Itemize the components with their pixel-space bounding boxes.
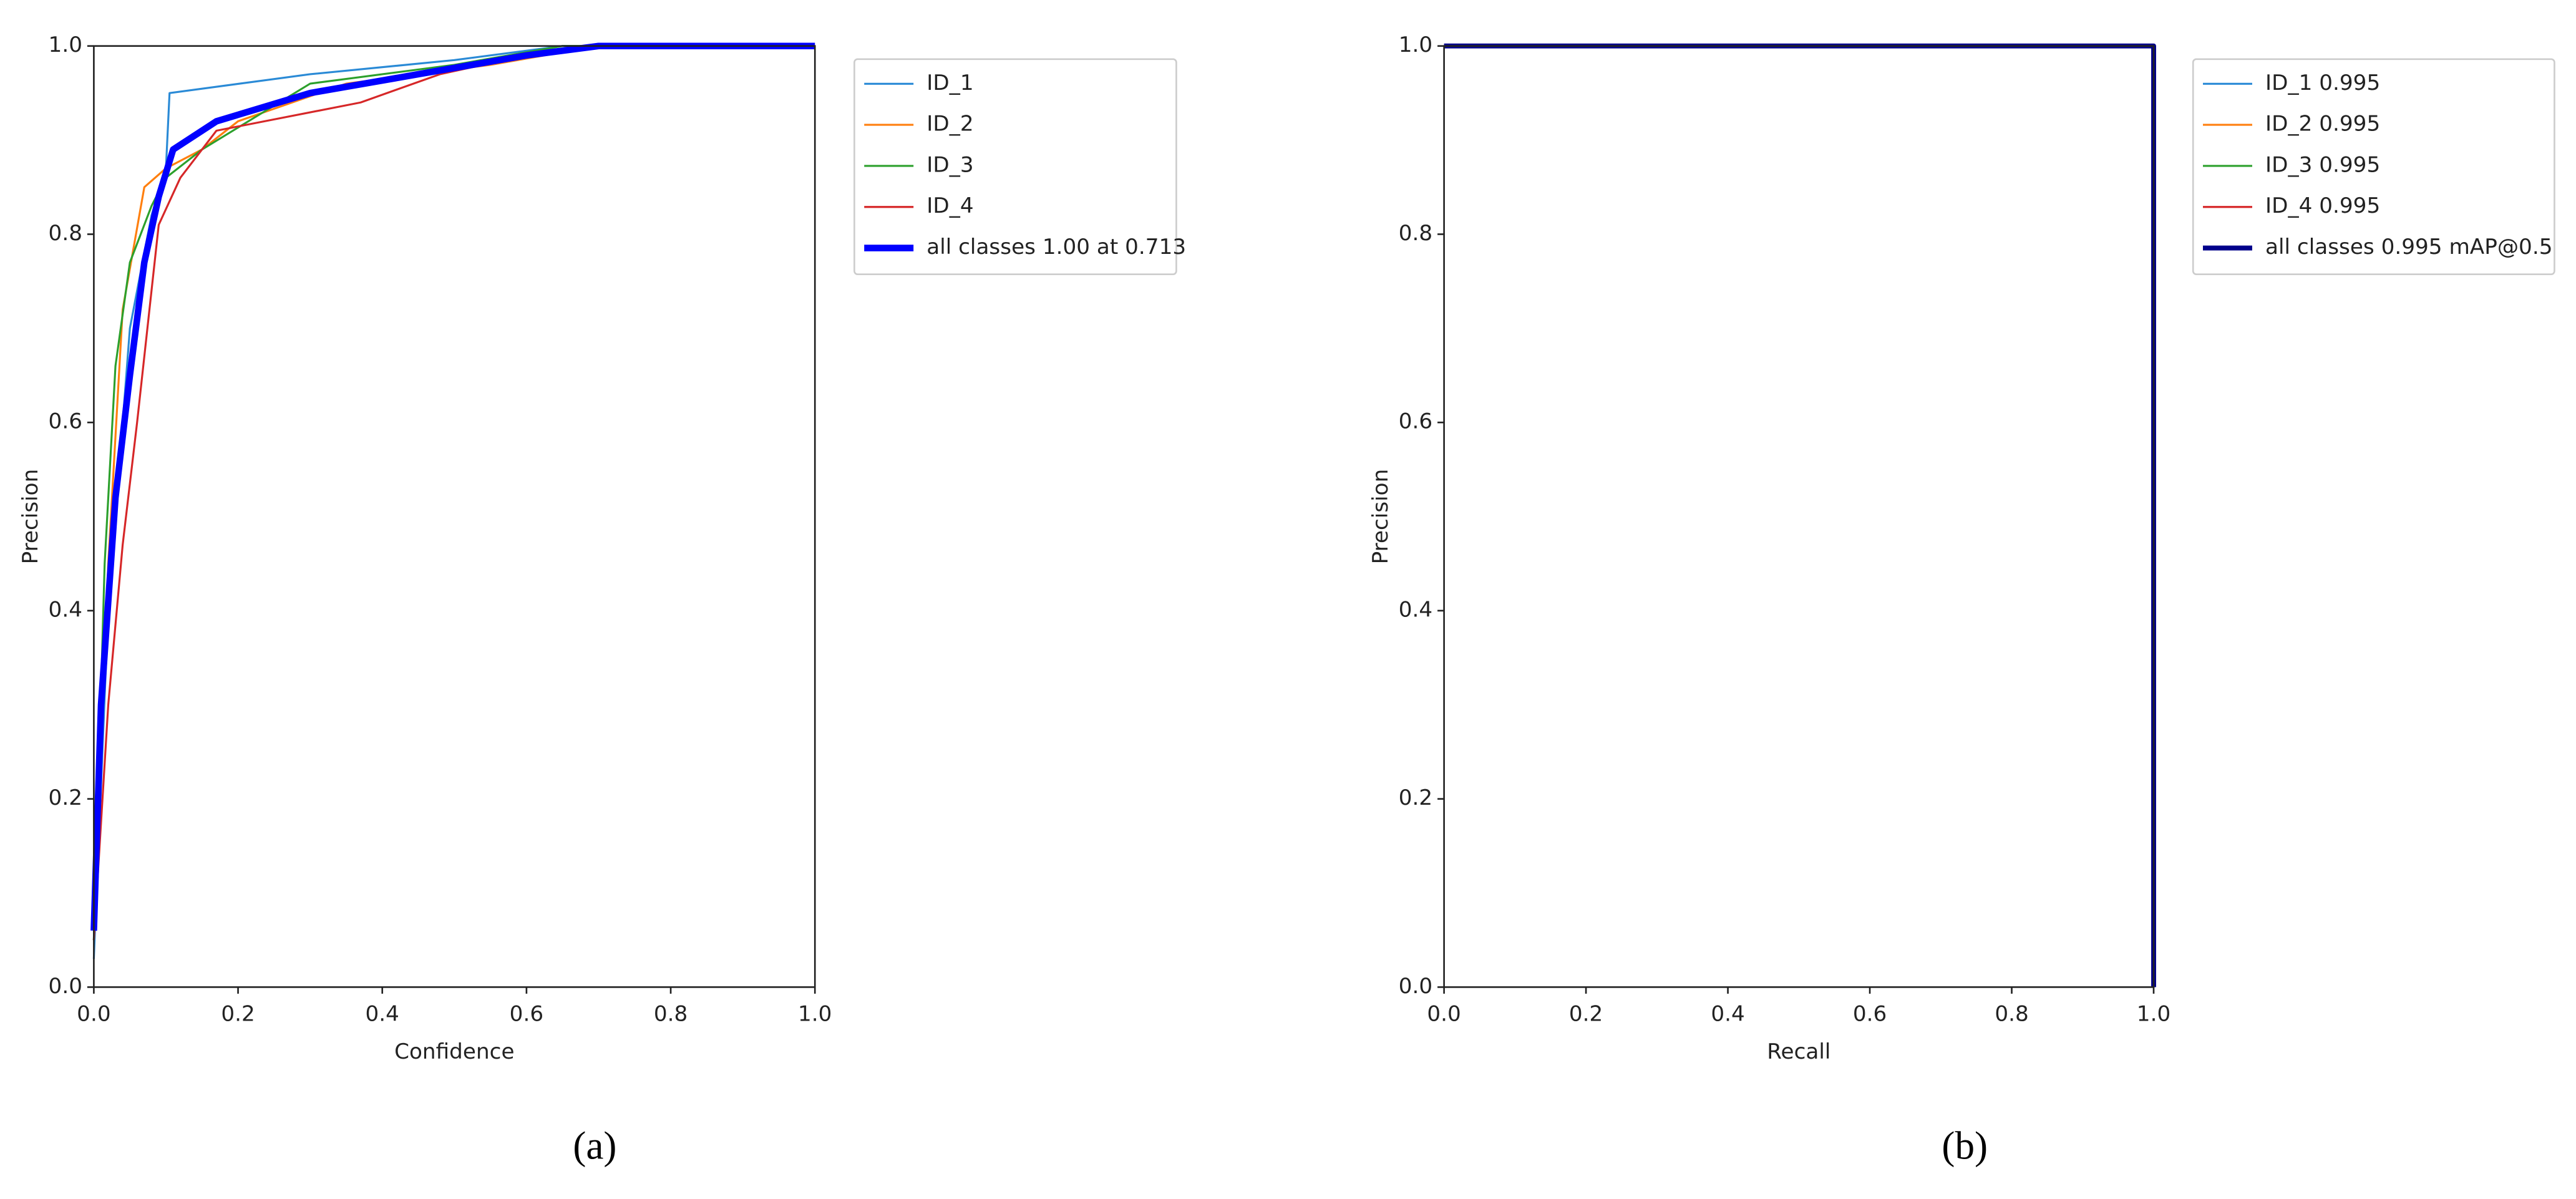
x-tick-label: 1.0: [2137, 1002, 2170, 1027]
x-axis-label: Confidence: [394, 1039, 514, 1064]
x-tick-label: 0.4: [1711, 1002, 1744, 1027]
y-axis-label: Precision: [1368, 469, 1393, 565]
y-axis-label: Precision: [18, 469, 43, 565]
y-tick-label: 1.0: [1399, 32, 1432, 57]
x-tick-label: 0.6: [1853, 1002, 1887, 1027]
legend-label: ID_3 0.995: [2265, 152, 2380, 177]
y-tick-label: 1.0: [49, 32, 82, 57]
y-tick-label: 0.0: [1399, 974, 1432, 999]
legend-label: ID_4: [926, 193, 973, 218]
x-tick-label: 0.6: [510, 1002, 543, 1027]
x-axis-label: Recall: [1767, 1039, 1830, 1064]
x-tick-label: 0.8: [1995, 1002, 2028, 1027]
series-line: [1444, 45, 2155, 988]
series-line: [1444, 43, 2156, 988]
legend-label: ID_2: [926, 112, 973, 137]
y-tick-label: 0.8: [49, 221, 82, 246]
legend-label: ID_3: [926, 152, 973, 177]
x-tick-label: 0.2: [221, 1002, 255, 1027]
x-tick-label: 0.0: [77, 1002, 110, 1027]
legend-label: ID_4 0.995: [2265, 193, 2380, 218]
legend: ID_1 0.995 ID_2 0.995 ID_3 0.995 ID_4 0.995…: [2192, 58, 2555, 276]
y-tick-label: 0.2: [49, 785, 82, 810]
series-line: [1444, 45, 2155, 988]
x-tick-label: 0.0: [1427, 1002, 1461, 1027]
y-tick-label: 0.4: [1399, 597, 1432, 622]
series-line: [90, 42, 815, 931]
series-line: [1444, 45, 2155, 988]
y-tick-label: 0.6: [1399, 409, 1432, 434]
x-tick-label: 0.2: [1569, 1002, 1603, 1027]
subfigure-caption: (a): [573, 1124, 616, 1168]
x-tick-label: 0.8: [654, 1002, 688, 1027]
y-tick-label: 0.2: [1399, 785, 1432, 810]
legend-label: ID_1: [926, 70, 973, 95]
legend-box: [2192, 58, 2555, 276]
subplot: 0.0 0.2 0.4 0.6 0.8 1.0 0.0 0.2 0.4 0.6 0.8 1.0 Conf…: [18, 32, 1186, 1167]
series-line: [1444, 45, 2155, 988]
x-tick-label: 0.4: [366, 1002, 399, 1027]
plot-frame: [1443, 45, 2155, 988]
series-line: [92, 45, 815, 959]
x-tick-label: 1.0: [798, 1002, 832, 1027]
legend-label: all classes 1.00 at 0.713: [926, 235, 1186, 260]
plot-frame: [93, 45, 816, 988]
legend-box: [853, 58, 1177, 276]
legend-label: ID_1 0.995: [2265, 70, 2380, 95]
y-tick-label: 0.8: [1399, 221, 1432, 246]
legend-label: ID_2 0.995: [2265, 112, 2380, 137]
legend-label: all classes 0.995 mAP@0.5: [2265, 235, 2552, 260]
y-tick-label: 0.0: [49, 974, 82, 999]
series-line: [92, 45, 815, 940]
y-tick-label: 0.4: [49, 597, 82, 622]
subfigure-caption: (b): [1942, 1124, 1988, 1168]
series-line: [92, 45, 815, 941]
y-tick-label: 0.6: [49, 409, 82, 434]
subplot: 0.0 0.2 0.4 0.6 0.8 1.0 0.0 0.2 0.4 0.6 0.8 1.0 Reca…: [1368, 32, 2555, 1168]
series-line: [92, 45, 815, 940]
